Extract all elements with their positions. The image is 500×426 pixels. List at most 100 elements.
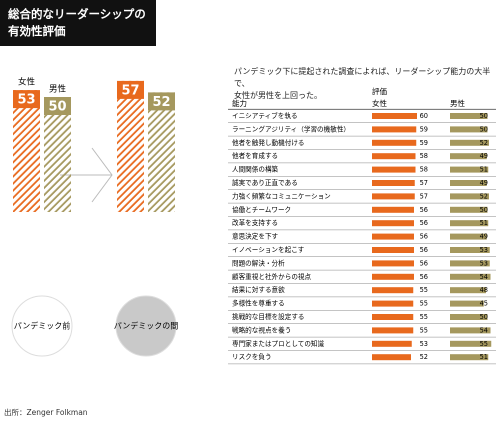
row-label: イニシアティブを執る xyxy=(232,111,298,120)
value-label: 50 xyxy=(480,206,488,214)
bar xyxy=(450,180,487,186)
bar xyxy=(372,354,411,361)
bar xyxy=(450,126,488,133)
value-label: 60 xyxy=(420,112,428,120)
bar-cap xyxy=(117,80,144,99)
value-label: 53 xyxy=(17,93,35,108)
value-label: 56 xyxy=(420,246,428,254)
bar xyxy=(372,247,414,253)
value-label: 50 xyxy=(480,112,488,120)
bar xyxy=(372,273,414,280)
value-label: 57 xyxy=(121,83,139,98)
legend-label: 男性 xyxy=(49,84,67,95)
row-label: 多様性を尊重する xyxy=(232,299,285,308)
value-label: 49 xyxy=(480,152,488,160)
value-label: 55 xyxy=(420,326,428,334)
value-label: 55 xyxy=(420,313,428,321)
row-label: 他者を育成する xyxy=(232,151,278,160)
row-label: 意思決定を下す xyxy=(232,232,279,241)
column-header: 女性 xyxy=(372,98,387,108)
row-label: 他者を触発し動機付ける xyxy=(232,138,305,147)
bar xyxy=(372,180,415,186)
bar xyxy=(372,327,414,334)
row-label: 専門家またはプロとしての知識 xyxy=(232,339,325,348)
row-label: 協働とチームワーク xyxy=(232,205,291,214)
value-label: 55 xyxy=(480,340,488,348)
bar xyxy=(450,287,486,294)
bar xyxy=(372,260,414,267)
row-label: 顧客重視と社外からの視点 xyxy=(232,272,312,281)
value-label: 49 xyxy=(480,233,488,241)
value-label: 53 xyxy=(480,259,488,267)
category-label: パンデミックの間 xyxy=(114,321,178,331)
row-label: 戦略的な視点を養う xyxy=(232,325,291,334)
bar xyxy=(450,166,489,173)
row-label: 問題の解決・分析 xyxy=(232,258,285,267)
bar xyxy=(372,300,414,307)
value-label: 57 xyxy=(420,192,428,200)
value-label: 51 xyxy=(480,219,488,227)
value-label: 59 xyxy=(420,139,428,147)
bar xyxy=(372,126,417,133)
bar xyxy=(450,327,491,334)
bar xyxy=(450,220,489,227)
bar xyxy=(372,340,412,347)
value-label: 58 xyxy=(420,152,428,160)
bar xyxy=(450,260,490,267)
value-label: 54 xyxy=(480,326,488,334)
bar xyxy=(44,97,71,212)
value-label: 56 xyxy=(420,206,428,214)
value-label: 55 xyxy=(420,300,428,308)
bar xyxy=(372,287,414,294)
value-label: 56 xyxy=(420,259,428,267)
bar-cap xyxy=(13,90,40,109)
value-label: 56 xyxy=(420,219,428,227)
bar xyxy=(450,273,491,280)
bar-cap xyxy=(148,92,175,111)
bar xyxy=(148,92,175,212)
bar xyxy=(450,193,489,200)
value-label: 59 xyxy=(420,125,428,133)
bar xyxy=(13,90,40,212)
legend-label: 女性 xyxy=(18,77,36,88)
value-label: 48 xyxy=(480,286,488,294)
row-label: 人間関係の構築 xyxy=(232,165,279,174)
value-label: 58 xyxy=(420,166,428,174)
value-label: 56 xyxy=(420,233,428,241)
bar xyxy=(372,233,414,240)
bar xyxy=(117,80,144,213)
bar-cap xyxy=(44,97,71,115)
value-label: 52 xyxy=(152,95,170,110)
value-label: 52 xyxy=(420,353,428,361)
bar xyxy=(450,113,488,119)
value-label: 50 xyxy=(48,100,66,115)
bar xyxy=(450,233,487,240)
category-circle xyxy=(115,295,177,357)
value-label: 52 xyxy=(480,192,488,200)
value-label: 56 xyxy=(420,273,428,281)
value-label: 54 xyxy=(480,273,488,281)
value-label: 50 xyxy=(480,125,488,133)
title: 総合的なリーダーシップの 有効性評価 xyxy=(0,0,156,46)
value-label: 53 xyxy=(480,246,488,254)
category-header: 能力 xyxy=(232,98,247,108)
row-label: 力強く頻繁なコミュニケーション xyxy=(232,191,331,200)
category-circle xyxy=(11,295,73,357)
bar xyxy=(450,139,489,146)
bar xyxy=(450,314,488,320)
category-label: パンデミック前 xyxy=(14,321,70,331)
value-label: 51 xyxy=(480,166,488,174)
row-label: 結果に対する意欲 xyxy=(232,285,285,294)
bar xyxy=(450,300,484,307)
bar xyxy=(372,206,414,213)
bar xyxy=(372,113,417,119)
source: 出所：Zenger Folkman xyxy=(4,408,88,417)
bar xyxy=(450,340,492,347)
value-label: 51 xyxy=(480,353,488,361)
bar xyxy=(450,247,490,253)
value-label: 53 xyxy=(420,340,428,348)
value-label: 57 xyxy=(420,179,428,187)
row-label: 改革を支持する xyxy=(232,218,278,227)
